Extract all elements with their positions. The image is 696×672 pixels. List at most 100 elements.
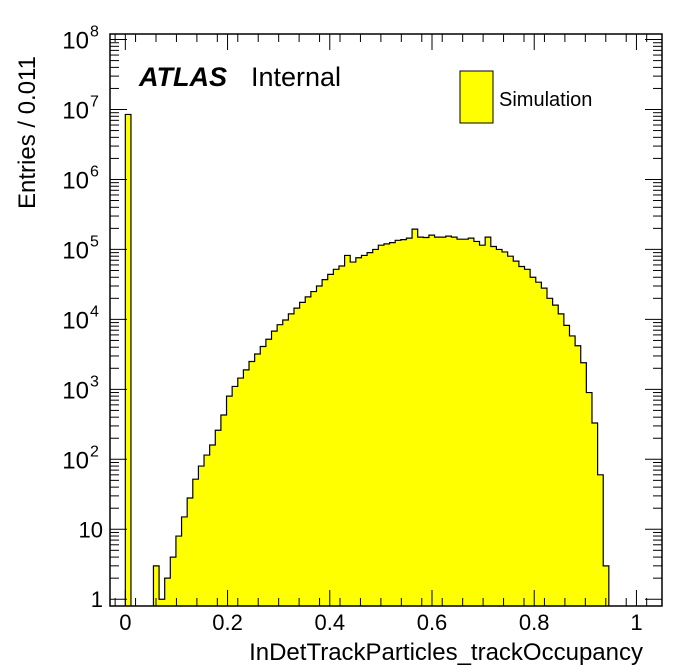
x-axis-label: InDetTrackParticles_trackOccupancy bbox=[249, 639, 643, 666]
histogram-bar bbox=[563, 325, 570, 606]
histogram-bar bbox=[502, 251, 508, 606]
histogram-bar bbox=[417, 237, 424, 606]
y-tick-exponent: 5 bbox=[90, 233, 99, 250]
histogram-bar bbox=[265, 339, 272, 606]
x-tick-label: 0.6 bbox=[417, 610, 448, 635]
histogram-bar bbox=[530, 277, 537, 606]
y-axis-label: Entries / 0.011 bbox=[14, 56, 41, 209]
x-tick-label: 0.8 bbox=[519, 610, 550, 635]
histogram-bar bbox=[125, 114, 132, 606]
histogram-bar bbox=[361, 255, 368, 606]
histogram-bar bbox=[547, 298, 553, 606]
y-tick-label: 1 bbox=[91, 587, 103, 612]
x-tick-label: 0.4 bbox=[314, 610, 345, 635]
legend-swatch bbox=[459, 70, 494, 124]
x-tick-label: 1 bbox=[630, 610, 642, 635]
histogram-bar bbox=[249, 361, 255, 606]
histogram-bar bbox=[496, 249, 503, 607]
histogram-bar bbox=[580, 362, 587, 606]
histogram-bar bbox=[260, 346, 267, 606]
histogram-bar bbox=[153, 565, 160, 606]
histogram-bar bbox=[400, 239, 407, 606]
atlas-label: ATLAS bbox=[138, 62, 227, 92]
histogram-bar bbox=[282, 319, 289, 606]
histogram-bar bbox=[440, 237, 447, 606]
y-tick-exponent: 2 bbox=[90, 443, 99, 460]
histogram-bar bbox=[378, 245, 385, 607]
histogram-bar bbox=[406, 238, 413, 606]
histogram-bar bbox=[591, 423, 598, 606]
histogram-bar bbox=[192, 479, 199, 606]
histogram-bar bbox=[232, 386, 239, 606]
histogram-bar bbox=[204, 455, 210, 606]
histogram-bars bbox=[124, 113, 610, 607]
y-tick-label: 10 bbox=[79, 517, 103, 542]
histogram-bar bbox=[181, 516, 188, 606]
histogram-bar bbox=[513, 261, 520, 606]
y-tick-exponent: 3 bbox=[90, 373, 99, 390]
y-tick-label: 10 bbox=[62, 377, 89, 404]
histogram-bar bbox=[367, 252, 374, 606]
histogram-bar bbox=[175, 536, 182, 606]
histogram-bar bbox=[164, 578, 171, 606]
y-tick-exponent: 4 bbox=[90, 303, 99, 320]
histogram-bar bbox=[215, 430, 222, 606]
histogram-bar bbox=[220, 414, 227, 606]
histogram-bar bbox=[277, 324, 284, 606]
y-tick-label: 10 bbox=[62, 28, 89, 55]
histogram-bar bbox=[159, 599, 165, 606]
histogram-bar bbox=[473, 241, 480, 606]
x-tick-label: 0 bbox=[119, 610, 131, 635]
histogram-bar bbox=[603, 565, 610, 606]
histogram-bar bbox=[445, 236, 452, 606]
histogram-bar bbox=[428, 235, 435, 606]
y-tick-label: 10 bbox=[62, 237, 89, 264]
histogram-bar bbox=[462, 239, 469, 606]
internal-label: Internal bbox=[251, 62, 341, 92]
y-tick-exponent: 6 bbox=[90, 163, 99, 180]
histogram-bar bbox=[316, 286, 323, 606]
histogram-bar bbox=[468, 238, 475, 606]
y-tick-exponent: 7 bbox=[90, 93, 99, 110]
histogram-bar bbox=[518, 266, 525, 606]
y-tick-label: 10 bbox=[62, 97, 89, 124]
histogram-bar bbox=[541, 288, 548, 606]
histogram-bar bbox=[350, 262, 357, 606]
histogram-bar bbox=[243, 369, 250, 606]
histogram-bar bbox=[299, 302, 306, 606]
histogram-bar bbox=[254, 354, 261, 606]
legend: Simulation bbox=[459, 70, 592, 124]
histogram-bar bbox=[383, 243, 390, 606]
histogram-bar bbox=[395, 240, 402, 607]
histogram-bar bbox=[310, 291, 317, 606]
histogram-bar bbox=[344, 255, 351, 606]
histogram-bar bbox=[305, 296, 312, 606]
histogram-outline bbox=[124, 113, 610, 606]
histogram-bar bbox=[288, 313, 295, 606]
histogram-bar bbox=[558, 313, 565, 606]
histogram-bar bbox=[271, 331, 278, 606]
y-tick-label: 10 bbox=[62, 167, 89, 194]
histogram-bar bbox=[170, 557, 177, 606]
y-tick-label: 10 bbox=[62, 307, 89, 334]
histogram-bar bbox=[575, 345, 582, 606]
histogram-bar bbox=[507, 256, 514, 606]
histogram-bar bbox=[597, 474, 604, 606]
histogram-bar bbox=[552, 305, 559, 606]
histogram-bar bbox=[451, 237, 458, 606]
histogram-bar bbox=[187, 497, 194, 606]
histogram-bar bbox=[490, 246, 497, 606]
histogram-bar bbox=[389, 242, 396, 606]
plot-frame bbox=[109, 33, 663, 607]
histogram-bar bbox=[372, 249, 379, 607]
histogram-bar bbox=[226, 396, 233, 606]
legend-entry-simulation: Simulation bbox=[499, 89, 592, 111]
histogram-bar bbox=[524, 269, 531, 606]
histogram-bar bbox=[237, 378, 244, 606]
histogram-bar bbox=[322, 279, 329, 606]
histogram-bar bbox=[338, 265, 345, 606]
histogram-bar bbox=[586, 392, 593, 606]
y-tick-label: 10 bbox=[62, 447, 89, 474]
